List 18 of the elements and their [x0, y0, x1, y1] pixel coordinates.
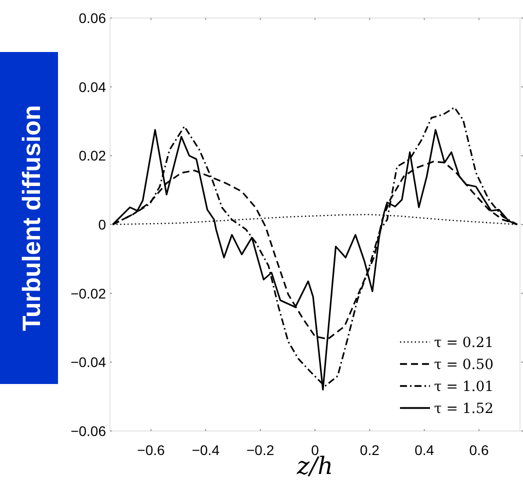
x-tick-label: 0.4: [414, 442, 434, 458]
y-tick-label: 0: [98, 216, 106, 232]
x-tick-label: −0.6: [137, 442, 166, 458]
y-tick-label: −0.04: [70, 354, 106, 370]
x-tick-label: 0.2: [360, 442, 380, 458]
legend-label: τ = 1.52: [434, 401, 494, 417]
x-tick-label: −0.2: [246, 442, 274, 458]
y-axis-title: Turbulent diffusion: [18, 105, 46, 331]
y-tick-label: 0.06: [78, 10, 106, 26]
legend-label: τ = 1.01: [434, 379, 494, 395]
y-tick-label: −0.06: [70, 423, 106, 439]
y-tick-label: −0.02: [70, 285, 106, 302]
legend-label: τ = 0.50: [434, 357, 494, 373]
x-tick-label: 0.6: [469, 442, 489, 458]
y-tick-label: 0.04: [78, 78, 106, 95]
y-tick-label: 0.02: [78, 148, 106, 164]
x-tick-label: −0.4: [192, 442, 220, 458]
legend-label: τ = 0.21: [434, 335, 494, 351]
